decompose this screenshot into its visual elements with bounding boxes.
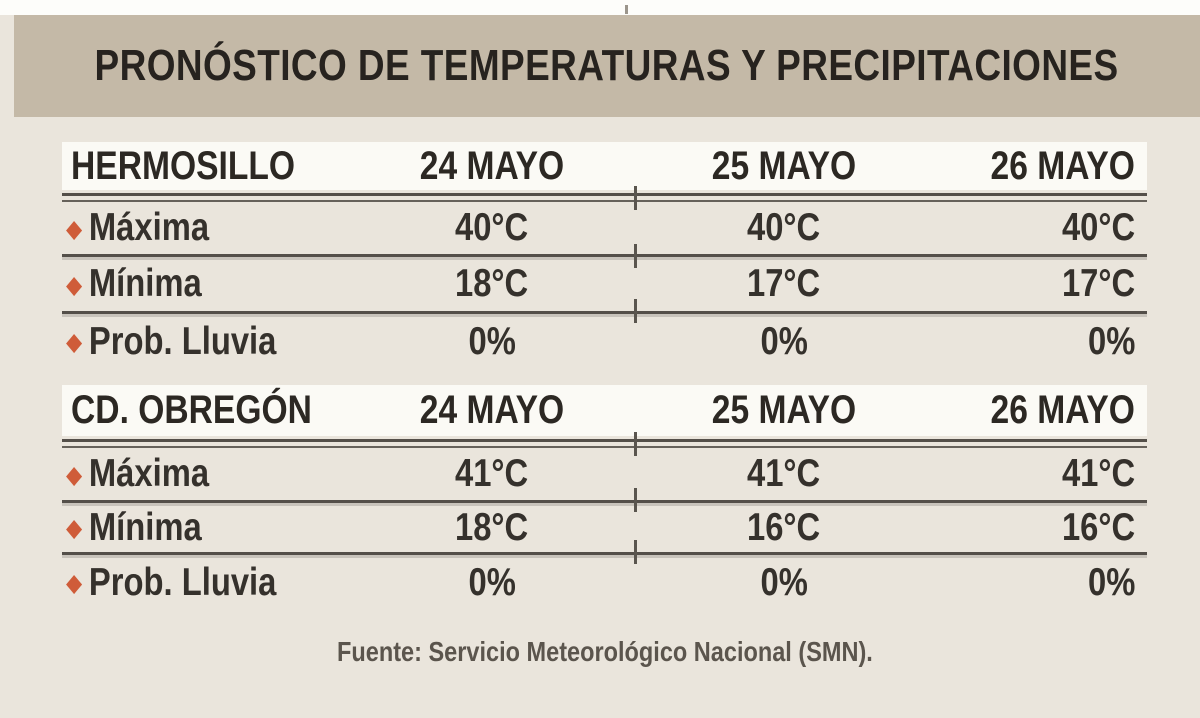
value-cell: 0% (346, 320, 638, 364)
date-header: 25 MAYO (711, 143, 857, 188)
date-header: 26 MAYO (990, 143, 1135, 188)
source-note-row: Fuente: Servicio Meteorológico Nacional … (62, 636, 1147, 668)
value-cell: 0% (930, 320, 1147, 364)
cell-value: 16°C (747, 505, 821, 549)
cell-value: 16°C (1061, 505, 1135, 549)
cell-value: 17°C (747, 262, 821, 305)
cell-value: 0% (760, 319, 808, 363)
row-label-cell: ◆ Prob. Lluvia (62, 320, 346, 364)
date-header: 24 MAYO (419, 143, 565, 188)
cell-value: 0% (468, 560, 516, 604)
row-label-cell: ◆ Máxima (62, 452, 346, 496)
date-header-cell: 24 MAYO (346, 388, 638, 433)
cell-value: 18°C (455, 505, 529, 549)
table-row: ◆ Prob. Lluvia 0% 0% 0% (62, 555, 1147, 610)
top-center-tick (625, 5, 628, 14)
value-cell: 0% (930, 561, 1147, 605)
diamond-bullet-icon: ◆ (66, 269, 83, 299)
city-header-row: HERMOSILLO 24 MAYO 25 MAYO 26 MAYO (62, 142, 1147, 190)
table-row: ◆ Máxima 41°C 41°C 41°C (62, 448, 1147, 503)
date-header-cell: 25 MAYO (638, 388, 930, 433)
cell-value: 0% (1087, 560, 1135, 604)
table-row: ◆ Prob. Lluvia 0% 0% 0% (62, 314, 1147, 369)
header-divider (62, 439, 1147, 448)
column-divider-tick (634, 540, 637, 564)
table-row: ◆ Máxima 40°C 40°C 40°C (62, 202, 1147, 257)
cell-value: 41°C (455, 452, 529, 495)
column-divider-tick (634, 432, 637, 456)
value-cell: 0% (638, 320, 930, 364)
column-divider-tick (634, 488, 637, 512)
value-cell: 41°C (930, 452, 1147, 496)
cell-value: 40°C (455, 206, 529, 249)
row-label: Máxima (88, 206, 210, 249)
page-title: PRONÓSTICO DE TEMPERATURAS Y PRECIPITACI… (94, 41, 1120, 90)
cell-value: 0% (760, 560, 808, 604)
source-note: Fuente: Servicio Meteorológico Nacional … (336, 636, 873, 667)
title-bar: PRONÓSTICO DE TEMPERATURAS Y PRECIPITACI… (14, 15, 1200, 117)
row-label-cell: ◆ Mínima (62, 506, 346, 550)
column-divider-tick (634, 299, 637, 323)
diamond-bullet-icon: ◆ (66, 459, 83, 489)
value-cell: 16°C (638, 506, 930, 550)
date-header: 26 MAYO (990, 388, 1135, 432)
row-label-cell: ◆ Prob. Lluvia (62, 561, 346, 605)
row-label: Máxima (88, 452, 210, 495)
cell-value: 40°C (1061, 206, 1135, 249)
row-label: Prob. Lluvia (88, 560, 277, 604)
city-name-cell: HERMOSILLO (62, 144, 346, 189)
cell-value: 41°C (747, 452, 821, 495)
cell-value: 18°C (455, 262, 529, 305)
forecast-table: HERMOSILLO 24 MAYO 25 MAYO 26 MAYO ◆ Máxi… (62, 142, 1147, 668)
date-header-cell: 26 MAYO (930, 388, 1147, 433)
date-header: 25 MAYO (711, 388, 857, 432)
diamond-bullet-icon: ◆ (66, 327, 83, 356)
diamond-bullet-icon: ◆ (66, 568, 83, 597)
header-divider (62, 193, 1147, 202)
cell-value: 0% (468, 319, 516, 363)
value-cell: 40°C (930, 206, 1147, 250)
table-row: ◆ Mínima 18°C 16°C 16°C (62, 503, 1147, 555)
city-name-cell: CD. OBREGÓN (62, 388, 346, 433)
table-row: ◆ Mínima 18°C 17°C 17°C (62, 257, 1147, 314)
cell-value: 17°C (1061, 262, 1135, 305)
value-cell: 17°C (930, 262, 1147, 306)
date-header: 24 MAYO (419, 388, 565, 432)
row-label-cell: ◆ Mínima (62, 262, 346, 306)
row-label: Mínima (88, 505, 202, 549)
column-divider-tick (634, 186, 637, 210)
value-cell: 16°C (930, 506, 1147, 550)
cell-value: 40°C (747, 206, 821, 249)
cell-value: 41°C (1061, 452, 1135, 495)
value-cell: 17°C (638, 262, 930, 306)
date-header-cell: 25 MAYO (638, 144, 930, 189)
value-cell: 41°C (638, 452, 930, 496)
background-canvas: PRONÓSTICO DE TEMPERATURAS Y PRECIPITACI… (0, 15, 1200, 718)
diamond-bullet-icon: ◆ (66, 213, 83, 243)
diamond-bullet-icon: ◆ (66, 513, 83, 542)
value-cell: 40°C (346, 206, 638, 250)
value-cell: 40°C (638, 206, 930, 250)
date-header-cell: 26 MAYO (930, 144, 1147, 189)
value-cell: 0% (638, 561, 930, 605)
cell-value: 0% (1087, 319, 1135, 363)
row-label-cell: ◆ Máxima (62, 206, 346, 250)
city-header-row: CD. OBREGÓN 24 MAYO 25 MAYO 26 MAYO (62, 385, 1147, 436)
city-name: CD. OBREGÓN (71, 388, 312, 432)
city-name: HERMOSILLO (71, 143, 296, 188)
date-header-cell: 24 MAYO (346, 144, 638, 189)
value-cell: 0% (346, 561, 638, 605)
value-cell: 41°C (346, 452, 638, 496)
value-cell: 18°C (346, 506, 638, 550)
value-cell: 18°C (346, 262, 638, 306)
row-label: Mínima (88, 262, 202, 305)
row-label: Prob. Lluvia (88, 319, 277, 363)
column-divider-tick (634, 244, 637, 268)
